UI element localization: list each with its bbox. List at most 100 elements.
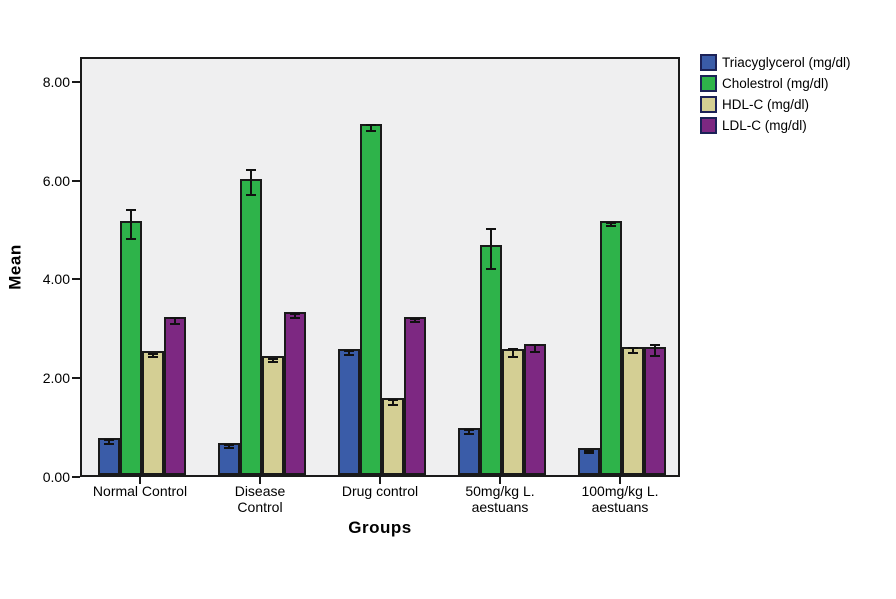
x-tick-label: Disease Control bbox=[194, 483, 326, 515]
error-bar bbox=[512, 348, 514, 358]
x-axis-title: Groups bbox=[348, 518, 412, 537]
legend-item: LDL-C (mg/dl) bbox=[700, 117, 851, 134]
bar bbox=[142, 351, 164, 475]
bar bbox=[458, 428, 480, 475]
x-tick-label-line: Control bbox=[237, 499, 283, 515]
legend-swatch bbox=[700, 54, 717, 71]
error-bar-cap-bottom bbox=[486, 267, 496, 270]
bar bbox=[382, 398, 404, 475]
error-bar-cap-top bbox=[530, 343, 540, 346]
error-bar-cap-bottom bbox=[508, 355, 518, 358]
x-tick-mark bbox=[499, 477, 501, 484]
error-bar-cap-bottom bbox=[170, 322, 180, 325]
x-tick-label: 100mg/kg L. aestuans bbox=[554, 483, 686, 515]
x-tick-label-line: Normal Control bbox=[92, 483, 188, 499]
legend-swatch bbox=[700, 117, 717, 134]
bar bbox=[480, 245, 502, 475]
x-tick-label-line: Disease bbox=[234, 483, 286, 499]
error-bar-cap-top bbox=[486, 228, 496, 231]
error-bar-cap-top bbox=[628, 347, 638, 350]
bar bbox=[644, 346, 666, 475]
error-bar bbox=[294, 312, 296, 319]
error-bar-cap-bottom bbox=[246, 193, 256, 196]
error-bar bbox=[490, 228, 492, 270]
bar bbox=[600, 220, 622, 475]
error-bar-cap-bottom bbox=[530, 350, 540, 353]
legend: Triacyglycerol (mg/dl) Cholestrol (mg/dl)… bbox=[700, 54, 851, 138]
error-bar-cap-top bbox=[246, 169, 256, 172]
y-tick-mark bbox=[72, 377, 80, 380]
error-bar bbox=[632, 347, 634, 354]
error-bar-cap-top bbox=[224, 444, 234, 447]
legend-item: HDL-C (mg/dl) bbox=[700, 96, 851, 113]
error-bar-cap-bottom bbox=[410, 321, 420, 324]
legend-label: HDL-C (mg/dl) bbox=[722, 96, 810, 112]
bar bbox=[164, 316, 186, 475]
x-tick-mark bbox=[619, 477, 621, 484]
error-bar bbox=[534, 343, 536, 353]
bar bbox=[524, 344, 546, 475]
x-tick-label: 50mg/kg L. aestuans bbox=[434, 483, 566, 515]
error-bar-cap-bottom bbox=[366, 130, 376, 133]
error-bar-cap-bottom bbox=[344, 354, 354, 357]
error-bar bbox=[108, 438, 110, 445]
y-tick-label: 0.00 bbox=[42, 469, 70, 485]
x-tick-label-line: Drug control bbox=[341, 483, 419, 499]
error-bar-cap-top bbox=[290, 312, 300, 315]
bar bbox=[98, 437, 120, 475]
error-bar-cap-top bbox=[344, 349, 354, 352]
x-tick-label-line: 100mg/kg L. bbox=[581, 483, 659, 499]
error-bar-cap-bottom bbox=[650, 354, 660, 357]
y-tick-mark bbox=[72, 80, 80, 83]
bar bbox=[622, 346, 644, 475]
bar bbox=[284, 311, 306, 475]
y-tick-label: 4.00 bbox=[42, 271, 70, 288]
error-bar-cap-top bbox=[366, 124, 376, 127]
bar bbox=[120, 220, 142, 475]
error-bar-cap-bottom bbox=[606, 225, 616, 227]
error-bar-cap-bottom bbox=[268, 360, 278, 363]
error-bar-cap-bottom bbox=[388, 403, 398, 406]
y-tick-label: 2.00 bbox=[42, 370, 70, 387]
x-tick-label: Normal Control bbox=[74, 483, 206, 499]
legend-item: Cholestrol (mg/dl) bbox=[700, 75, 851, 92]
error-bar-cap-bottom bbox=[126, 238, 136, 241]
error-bar bbox=[152, 352, 154, 359]
error-bar bbox=[272, 357, 274, 363]
error-bar-cap-top bbox=[126, 208, 136, 211]
error-bar bbox=[468, 429, 470, 436]
error-bar-cap-bottom bbox=[464, 433, 474, 436]
error-bar-cap-bottom bbox=[584, 451, 594, 454]
error-bar bbox=[130, 208, 132, 241]
legend-swatch bbox=[700, 75, 717, 92]
error-bar-cap-bottom bbox=[148, 356, 158, 359]
error-bar-cap-bottom bbox=[290, 316, 300, 319]
legend-label: Triacyglycerol (mg/dl) bbox=[722, 54, 851, 70]
error-bar-cap-top bbox=[268, 357, 278, 360]
error-bar-cap-bottom bbox=[104, 442, 114, 445]
y-tick-label: 8.00 bbox=[42, 73, 70, 90]
error-bar bbox=[610, 222, 612, 227]
x-tick-label-line: aestuans bbox=[471, 499, 529, 515]
bar bbox=[218, 442, 240, 475]
error-bar-cap-top bbox=[508, 348, 518, 351]
x-tick-label-line: aestuans bbox=[591, 499, 649, 515]
error-bar-cap-top bbox=[650, 344, 660, 347]
error-bar-cap-top bbox=[410, 318, 420, 321]
error-bar bbox=[392, 398, 394, 406]
y-tick-mark bbox=[72, 476, 80, 478]
x-tick-mark bbox=[259, 477, 261, 484]
error-bar bbox=[174, 316, 176, 325]
error-bar bbox=[370, 124, 372, 133]
error-bar-cap-bottom bbox=[224, 447, 234, 450]
x-tick-mark bbox=[379, 477, 381, 484]
legend-item: Triacyglycerol (mg/dl) bbox=[700, 54, 851, 71]
error-bar-cap-top bbox=[170, 316, 180, 319]
error-bar-cap-top bbox=[148, 352, 158, 355]
error-bar bbox=[228, 444, 230, 450]
bar bbox=[338, 349, 360, 475]
bar bbox=[502, 349, 524, 475]
bar bbox=[404, 316, 426, 475]
bar bbox=[578, 447, 600, 475]
y-tick-mark bbox=[72, 179, 80, 182]
